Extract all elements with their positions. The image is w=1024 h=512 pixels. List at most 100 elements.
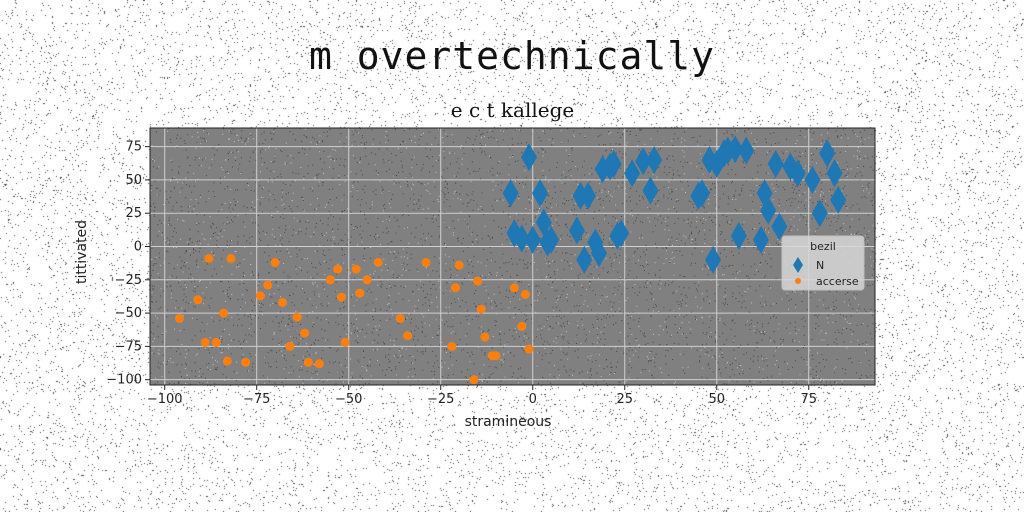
data-point-circle bbox=[520, 289, 530, 299]
data-point-circle bbox=[517, 321, 527, 331]
data-point-circle bbox=[277, 297, 287, 307]
data-point-circle bbox=[480, 332, 490, 342]
data-point-circle bbox=[395, 313, 405, 323]
data-point-circle bbox=[362, 275, 372, 285]
data-point-circle bbox=[193, 295, 203, 305]
data-marks bbox=[174, 135, 847, 385]
data-point-circle bbox=[285, 341, 295, 351]
data-point-diamond bbox=[576, 245, 593, 274]
data-point-diamond bbox=[826, 159, 843, 188]
data-point-diamond bbox=[635, 147, 652, 176]
y-tick-label: −25 bbox=[115, 273, 142, 288]
data-point-diamond bbox=[738, 136, 755, 165]
data-point-diamond bbox=[624, 159, 641, 188]
legend-title: bezil bbox=[810, 240, 836, 253]
x-tick-label: 50 bbox=[708, 392, 725, 407]
x-tick-label: 25 bbox=[616, 392, 633, 407]
data-point-diamond bbox=[752, 225, 769, 254]
data-point-diamond bbox=[694, 179, 711, 208]
data-point-circle bbox=[219, 308, 229, 318]
data-point-diamond bbox=[811, 199, 828, 228]
data-point-diamond bbox=[727, 135, 744, 164]
data-point-circle bbox=[473, 276, 483, 286]
data-point-diamond bbox=[819, 139, 836, 168]
data-point-circle bbox=[300, 328, 310, 338]
data-point-diamond bbox=[605, 149, 622, 178]
data-point-diamond bbox=[642, 176, 659, 205]
y-tick-label: −100 bbox=[106, 373, 142, 388]
y-tick-label: −75 bbox=[115, 339, 142, 354]
y-tick-label: 25 bbox=[125, 206, 142, 221]
data-point-circle bbox=[325, 275, 335, 285]
data-point-circle bbox=[226, 253, 236, 263]
data-point-circle bbox=[303, 357, 313, 367]
x-tick-label: 75 bbox=[800, 392, 817, 407]
x-tick-label: −25 bbox=[427, 392, 454, 407]
data-point-diamond bbox=[613, 219, 630, 248]
data-point-diamond bbox=[568, 216, 585, 245]
x-tick-label: −75 bbox=[243, 392, 270, 407]
y-tick-label: 75 bbox=[125, 140, 142, 155]
x-axis-label: stramineous bbox=[465, 414, 552, 430]
data-point-circle bbox=[421, 257, 431, 267]
data-point-circle bbox=[292, 312, 302, 322]
data-point-circle bbox=[355, 288, 365, 298]
data-point-circle bbox=[200, 337, 210, 347]
axes-frame bbox=[149, 127, 876, 386]
legend-entry-label: accerse bbox=[816, 275, 859, 288]
plot-speckle bbox=[150, 128, 875, 385]
data-point-circle bbox=[270, 257, 280, 267]
axes: −100 −75 −50 −25 0 25 50 75 75 50 25 0 −25 −50 −75 −100 bbox=[106, 127, 876, 407]
legend-box bbox=[781, 235, 865, 291]
data-point-circle bbox=[450, 283, 460, 293]
legend-entry-label: N bbox=[816, 259, 824, 272]
data-point-diamond bbox=[543, 225, 560, 254]
y-axis-label: tittivated bbox=[74, 220, 90, 284]
legend-marker-diamond bbox=[793, 257, 803, 273]
data-point-diamond bbox=[646, 145, 663, 174]
data-point-diamond bbox=[730, 221, 747, 250]
data-point-circle bbox=[476, 304, 486, 314]
data-point-circle bbox=[211, 337, 221, 347]
data-point-diamond bbox=[705, 245, 722, 274]
data-point-circle bbox=[491, 351, 501, 361]
data-point-circle bbox=[351, 264, 361, 274]
data-point-circle bbox=[204, 253, 214, 263]
x-tick-label: −100 bbox=[147, 392, 183, 407]
data-point-circle bbox=[263, 280, 273, 290]
data-point-circle bbox=[222, 356, 232, 366]
y-tick-label: 0 bbox=[134, 240, 142, 255]
x-tick-label: 0 bbox=[529, 392, 537, 407]
plot-noise bbox=[150, 128, 875, 385]
data-point-circle bbox=[255, 291, 265, 301]
data-point-diamond bbox=[771, 212, 788, 241]
data-point-circle bbox=[403, 331, 413, 341]
data-point-circle bbox=[340, 337, 350, 347]
x-tick-label: −50 bbox=[335, 392, 362, 407]
chart-title: e c t kallege bbox=[451, 98, 574, 122]
data-point-diamond bbox=[760, 196, 777, 225]
data-point-circle bbox=[524, 344, 534, 354]
data-point-circle bbox=[314, 359, 324, 369]
data-point-circle bbox=[469, 375, 479, 385]
data-point-diamond bbox=[590, 239, 607, 268]
data-point-diamond bbox=[524, 225, 541, 254]
data-point-diamond bbox=[521, 143, 538, 172]
data-point-diamond bbox=[502, 179, 519, 208]
data-point-diamond bbox=[767, 149, 784, 178]
data-point-circle bbox=[509, 283, 519, 293]
data-point-diamond bbox=[804, 165, 821, 194]
data-point-circle bbox=[373, 257, 383, 267]
data-point-circle bbox=[336, 292, 346, 302]
data-point-circle bbox=[241, 357, 251, 367]
legend-marker-circle bbox=[795, 278, 801, 284]
data-point-diamond bbox=[532, 179, 549, 208]
data-point-diamond bbox=[789, 159, 806, 188]
data-point-circle bbox=[454, 260, 464, 270]
data-point-diamond bbox=[579, 181, 596, 210]
figure-suptitle: m overtechnically bbox=[309, 34, 715, 78]
y-tick-label: −50 bbox=[115, 306, 142, 321]
data-point-circle bbox=[333, 264, 343, 274]
data-point-circle bbox=[174, 313, 184, 323]
